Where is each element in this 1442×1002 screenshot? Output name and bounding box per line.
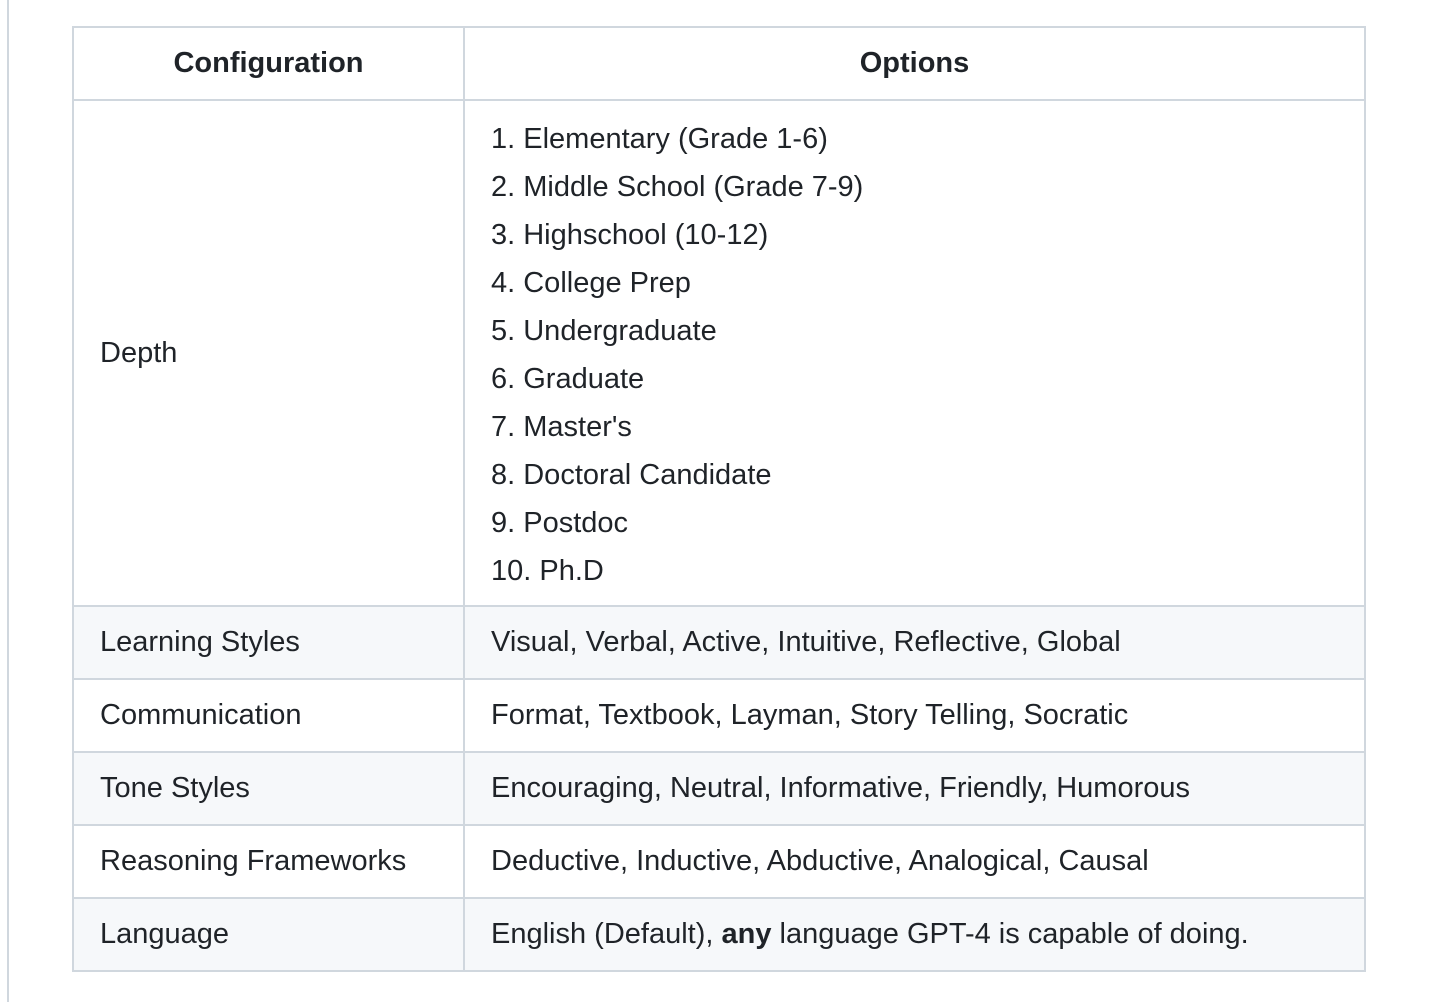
row-label: Reasoning Frameworks	[72, 824, 465, 899]
row-label: Communication	[72, 678, 465, 753]
list-item: 5. Undergraduate	[491, 315, 717, 347]
configuration-table: Configuration Options Depth 1. Elementar…	[72, 26, 1366, 972]
value-bold-text: any	[721, 918, 772, 950]
value-text: language GPT-4 is capable of doing.	[771, 918, 1249, 950]
header-configuration: Configuration	[72, 26, 465, 101]
list-item: 9. Postdoc	[491, 507, 629, 539]
list-item: 1. Elementary (Grade 1-6)	[491, 123, 828, 155]
row-value: Format, Textbook, Layman, Story Telling,…	[463, 678, 1366, 753]
table-row-depth: Depth 1. Elementary (Grade 1-6) 2. Middl…	[72, 99, 1366, 607]
header-options: Options	[463, 26, 1366, 101]
row-label: Language	[72, 897, 465, 972]
list-item: 8. Doctoral Candidate	[491, 459, 772, 491]
list-item: 3. Highschool (10-12)	[491, 219, 769, 251]
table-row: Communication Format, Textbook, Layman, …	[72, 678, 1366, 753]
value-text: English (Default),	[491, 918, 722, 950]
table-row: Reasoning Frameworks Deductive, Inductiv…	[72, 824, 1366, 899]
list-item: 6. Graduate	[491, 363, 645, 395]
row-value: Encouraging, Neutral, Informative, Frien…	[463, 751, 1366, 826]
depth-options: 1. Elementary (Grade 1-6) 2. Middle Scho…	[463, 99, 1366, 607]
row-value: Visual, Verbal, Active, Intuitive, Refle…	[463, 605, 1366, 680]
row-label: Tone Styles	[72, 751, 465, 826]
left-border-rule	[7, 0, 9, 1002]
row-label: Learning Styles	[72, 605, 465, 680]
table-row-language: Language English (Default), any language…	[72, 897, 1366, 972]
table-row: Learning Styles Visual, Verbal, Active, …	[72, 605, 1366, 680]
table-row: Tone Styles Encouraging, Neutral, Inform…	[72, 751, 1366, 826]
row-value: English (Default), any language GPT-4 is…	[463, 897, 1366, 972]
header-row: Configuration Options	[72, 26, 1366, 101]
list-item: 2. Middle School (Grade 7-9)	[491, 171, 864, 203]
list-item: 7. Master's	[491, 411, 632, 443]
row-label: Depth	[72, 99, 465, 607]
row-value: Deductive, Inductive, Abductive, Analogi…	[463, 824, 1366, 899]
list-item: 4. College Prep	[491, 267, 691, 299]
list-item: 10. Ph.D	[491, 555, 604, 587]
